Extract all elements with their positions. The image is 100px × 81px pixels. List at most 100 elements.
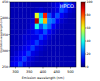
cell [68, 29, 72, 35]
x-tick [29, 67, 30, 69]
cell [64, 40, 68, 46]
cell [22, 24, 26, 30]
y-tick-label: 450 [2, 0, 8, 4]
cell [31, 2, 35, 8]
y-tick [9, 34, 11, 35]
cell [14, 51, 18, 57]
cell [60, 13, 64, 19]
cell [47, 29, 51, 35]
cell [35, 40, 39, 46]
cell [72, 40, 76, 46]
cell [47, 35, 51, 41]
cell [35, 35, 39, 41]
cell [72, 13, 76, 19]
cell [27, 2, 31, 8]
colorbar-tick-label: 80 [87, 13, 91, 17]
cell [35, 51, 39, 57]
cell [39, 40, 43, 46]
cell [14, 24, 18, 30]
cell [47, 56, 51, 62]
y-tick [9, 2, 11, 3]
cell [43, 45, 47, 51]
cell [47, 13, 51, 19]
cell [10, 62, 14, 67]
cell [72, 51, 76, 57]
cell [27, 40, 31, 46]
cell [43, 13, 47, 19]
cell [10, 45, 14, 51]
cell [43, 18, 47, 24]
cell [55, 45, 59, 51]
plot-frame [10, 2, 76, 67]
cell [55, 29, 59, 35]
cell [14, 18, 18, 24]
cell [43, 24, 47, 30]
cell [47, 40, 51, 46]
cell [18, 13, 22, 19]
cell [22, 13, 26, 19]
cell [31, 18, 35, 24]
cell [68, 40, 72, 46]
cell [14, 56, 18, 62]
cell [35, 13, 39, 19]
cell [22, 56, 26, 62]
cell [18, 2, 22, 8]
cell [51, 35, 55, 41]
x-tick-label: 500 [67, 70, 74, 74]
cell [22, 2, 26, 8]
cell [18, 62, 22, 67]
cell [68, 45, 72, 51]
cell [18, 18, 22, 24]
cell [18, 7, 22, 13]
colorbar [81, 2, 85, 67]
x-tick-label: 350 [26, 70, 33, 74]
cell [72, 62, 76, 67]
chart: 300350400450500250300350400450Emission w… [0, 0, 100, 81]
cell [31, 51, 35, 57]
title: HPCO [60, 3, 74, 9]
x-tick [43, 67, 44, 69]
cell [64, 24, 68, 30]
cell [60, 40, 64, 46]
cell [31, 62, 35, 67]
cell [47, 45, 51, 51]
y-tick-label: 250 [2, 65, 8, 69]
cell [35, 45, 39, 51]
cell [27, 7, 31, 13]
cell [43, 51, 47, 57]
cell [22, 7, 26, 13]
cell [47, 7, 51, 13]
cell [51, 40, 55, 46]
cell [51, 18, 55, 24]
cell [14, 13, 18, 19]
cell [10, 51, 14, 57]
cell [10, 18, 14, 24]
cell [68, 24, 72, 30]
cell [27, 13, 31, 19]
cell [43, 35, 47, 41]
cell [27, 35, 31, 41]
cell [31, 35, 35, 41]
cell [68, 56, 72, 62]
cell [64, 56, 68, 62]
cell [64, 51, 68, 57]
cell [51, 62, 55, 67]
cell [18, 51, 22, 57]
cell [22, 35, 26, 41]
cell [31, 29, 35, 35]
cell [27, 51, 31, 57]
cell [31, 24, 35, 30]
y-axis-label: Excitation wavelength (nm) [0, 17, 3, 53]
cell [51, 2, 55, 8]
cell [35, 24, 39, 30]
cell [31, 56, 35, 62]
cell [72, 29, 76, 35]
cell [39, 2, 43, 8]
cell [72, 35, 76, 41]
x-axis-label: Emission wavelength (nm) [22, 76, 64, 80]
cell [39, 7, 43, 13]
cell [31, 13, 35, 19]
cell [10, 7, 14, 13]
cell [60, 51, 64, 57]
cell [35, 7, 39, 13]
